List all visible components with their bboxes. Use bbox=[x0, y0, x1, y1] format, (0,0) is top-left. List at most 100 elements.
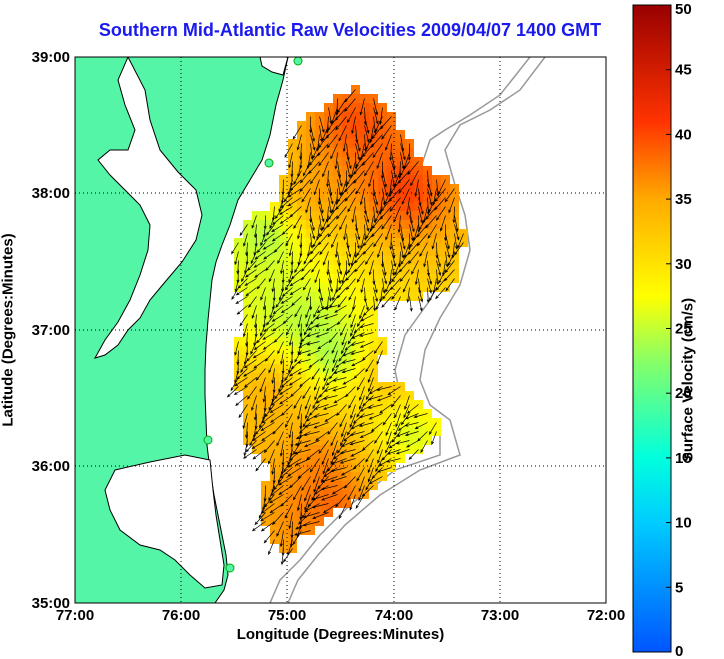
velocity-arrow bbox=[364, 161, 374, 177]
velocity-arrow bbox=[354, 260, 365, 273]
velocity-arrow bbox=[336, 206, 347, 220]
velocity-arrow bbox=[258, 503, 266, 519]
velocity-arrow bbox=[337, 296, 347, 308]
velocity-arrow bbox=[293, 215, 302, 230]
velocity-arrow bbox=[294, 449, 311, 455]
velocity-arrow bbox=[373, 341, 383, 355]
velocity-arrow bbox=[280, 548, 284, 566]
velocity-arrow bbox=[294, 440, 311, 446]
velocity-arrow bbox=[336, 287, 347, 299]
velocity-arrow bbox=[289, 476, 302, 489]
velocity-arrow bbox=[304, 485, 311, 502]
velocity-arrow bbox=[288, 512, 293, 530]
velocity-arrow bbox=[337, 170, 343, 187]
velocity-arrow bbox=[291, 269, 302, 280]
velocity-arrow bbox=[323, 467, 338, 478]
velocity-arrow bbox=[409, 224, 414, 242]
velocity-arrow bbox=[247, 260, 257, 271]
velocity-arrow bbox=[268, 539, 275, 556]
velocity-arrow bbox=[243, 233, 248, 247]
velocity-arrow bbox=[260, 323, 266, 337]
velocity-arrow bbox=[301, 260, 311, 272]
velocity-arrow bbox=[360, 314, 374, 322]
velocity-arrow bbox=[348, 305, 356, 319]
velocity-arrow bbox=[254, 512, 266, 526]
velocity-arrow bbox=[395, 449, 410, 455]
velocity-arrow bbox=[262, 242, 275, 250]
velocity-arrow bbox=[368, 260, 374, 276]
velocity-arrow bbox=[334, 152, 338, 170]
velocity-arrow bbox=[244, 269, 257, 278]
velocity-arrow bbox=[350, 341, 365, 346]
velocity-arrow bbox=[271, 458, 275, 475]
velocity-arrow bbox=[326, 215, 338, 228]
velocity-arrow bbox=[381, 296, 392, 308]
velocity-arrow bbox=[250, 251, 257, 265]
velocity-arrow bbox=[278, 287, 284, 301]
hf-radar-station-marker bbox=[203, 435, 213, 445]
velocity-arrow bbox=[269, 305, 275, 319]
velocity-arrow bbox=[251, 215, 257, 229]
velocity-arrow bbox=[355, 494, 365, 509]
velocity-arrow bbox=[284, 368, 293, 382]
velocity-arrow bbox=[336, 314, 347, 326]
velocity-arrow bbox=[287, 197, 302, 207]
velocity-arrow bbox=[265, 260, 275, 272]
velocity-arrow bbox=[320, 494, 338, 501]
velocity-arrow bbox=[356, 269, 365, 283]
velocity-arrow bbox=[310, 134, 316, 151]
velocity-arrow bbox=[367, 467, 374, 483]
velocity-arrow bbox=[260, 422, 275, 431]
y-tick-label: 36:00 bbox=[32, 458, 70, 475]
velocity-arrow bbox=[360, 278, 365, 294]
velocity-arrow bbox=[376, 395, 392, 402]
velocity-arrow bbox=[319, 116, 325, 134]
velocity-arrow bbox=[382, 278, 386, 294]
velocity-arrow bbox=[370, 422, 383, 432]
velocity-arrow bbox=[319, 215, 323, 232]
velocity-arrow bbox=[358, 413, 374, 419]
velocity-arrow bbox=[327, 422, 338, 435]
velocity-arrow bbox=[373, 197, 379, 215]
velocity-arrow bbox=[330, 476, 347, 483]
velocity-arrow bbox=[397, 422, 410, 431]
velocity-arrow bbox=[328, 188, 334, 205]
velocity-arrow bbox=[317, 188, 321, 206]
velocity-arrow bbox=[344, 188, 356, 202]
velocity-arrow bbox=[253, 260, 266, 268]
velocity-arrow bbox=[439, 215, 446, 232]
velocity-arrow bbox=[296, 494, 302, 512]
velocity-arrow bbox=[272, 305, 284, 315]
velocity-arrow bbox=[292, 440, 302, 455]
velocity-arrow bbox=[311, 260, 320, 273]
velocity-arrow bbox=[307, 323, 320, 331]
velocity-arrow bbox=[427, 269, 433, 285]
velocity-arrow bbox=[359, 386, 365, 401]
velocity-arrow bbox=[315, 395, 329, 404]
velocity-arrow bbox=[368, 386, 383, 395]
velocity-arrow bbox=[242, 413, 248, 430]
velocity-arrow bbox=[254, 422, 266, 435]
velocity-arrow bbox=[350, 422, 365, 430]
velocity-arrow bbox=[361, 440, 374, 451]
velocity-arrow bbox=[389, 197, 401, 212]
velocity-arrow bbox=[373, 188, 379, 206]
velocity-arrow bbox=[408, 251, 419, 265]
velocity-arrow bbox=[353, 170, 365, 184]
velocity-arrow bbox=[271, 323, 284, 332]
velocity-arrow bbox=[276, 431, 284, 447]
velocity-arrow bbox=[347, 260, 356, 274]
velocity-arrow bbox=[434, 188, 446, 203]
velocity-arrow bbox=[351, 332, 365, 339]
velocity-arrow bbox=[331, 485, 347, 495]
colorbar-tick-label: 45 bbox=[675, 62, 692, 79]
velocity-arrow bbox=[380, 161, 384, 180]
velocity-arrow bbox=[312, 143, 320, 160]
x-tick-label: 74:00 bbox=[375, 607, 413, 624]
velocity-arrow bbox=[344, 98, 356, 113]
velocity-arrow bbox=[454, 215, 459, 233]
velocity-arrow bbox=[268, 449, 275, 465]
velocity-arrow bbox=[292, 485, 302, 501]
velocity-arrow bbox=[343, 431, 356, 442]
